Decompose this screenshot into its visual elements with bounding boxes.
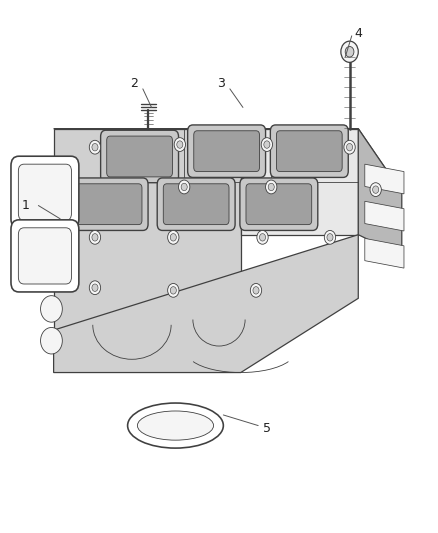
Text: 1: 1 [21,199,29,212]
Circle shape [341,41,358,62]
Circle shape [170,233,177,241]
Circle shape [177,141,183,148]
Circle shape [251,284,261,297]
Circle shape [346,143,353,151]
Circle shape [89,140,101,154]
Circle shape [345,46,354,57]
Circle shape [373,186,379,193]
Circle shape [92,284,98,292]
FancyBboxPatch shape [11,156,79,228]
FancyBboxPatch shape [270,125,348,177]
Circle shape [344,140,355,154]
FancyBboxPatch shape [163,184,229,224]
Circle shape [259,233,265,241]
Circle shape [179,180,190,194]
Circle shape [41,296,62,322]
FancyBboxPatch shape [187,125,265,177]
Polygon shape [365,201,404,231]
Circle shape [324,230,336,244]
Text: 2: 2 [130,77,138,90]
FancyBboxPatch shape [18,228,71,284]
Circle shape [264,141,270,148]
Circle shape [168,284,179,297]
FancyBboxPatch shape [11,220,79,292]
Circle shape [327,233,333,241]
Text: 4: 4 [354,27,362,39]
FancyBboxPatch shape [18,164,71,220]
Polygon shape [53,128,241,330]
FancyBboxPatch shape [194,131,259,172]
Circle shape [268,183,274,191]
Circle shape [61,183,72,197]
FancyBboxPatch shape [276,131,342,172]
FancyBboxPatch shape [157,178,235,230]
Circle shape [168,230,179,244]
Polygon shape [53,128,402,192]
Circle shape [41,327,62,354]
Text: 3: 3 [217,77,225,90]
FancyBboxPatch shape [70,178,148,230]
FancyBboxPatch shape [101,130,179,183]
FancyBboxPatch shape [246,184,312,224]
Polygon shape [358,128,402,256]
FancyBboxPatch shape [76,184,142,224]
Circle shape [92,143,98,151]
Circle shape [261,138,272,151]
Circle shape [170,287,177,294]
Ellipse shape [138,411,214,440]
Text: 5: 5 [263,422,271,435]
Circle shape [174,138,185,151]
Polygon shape [365,238,404,268]
Circle shape [89,281,101,295]
Circle shape [92,233,98,241]
Polygon shape [365,164,404,194]
Polygon shape [53,235,358,373]
Circle shape [370,183,381,197]
Ellipse shape [127,403,223,448]
FancyBboxPatch shape [107,136,173,177]
Circle shape [181,183,187,191]
Circle shape [89,230,101,244]
Polygon shape [241,128,358,235]
Circle shape [257,230,268,244]
FancyBboxPatch shape [240,178,318,230]
Circle shape [64,186,70,193]
Circle shape [253,287,259,294]
Circle shape [265,180,277,194]
